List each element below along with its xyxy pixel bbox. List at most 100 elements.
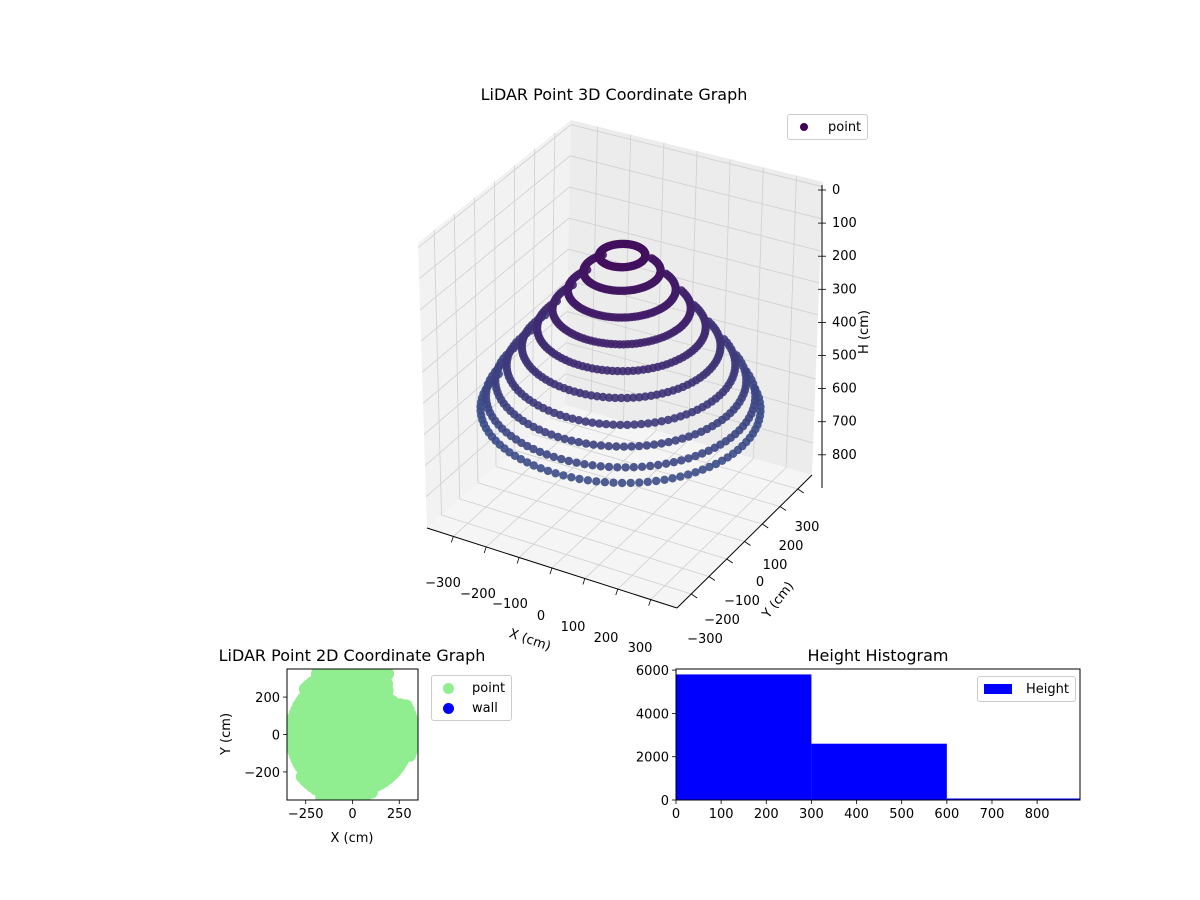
legend-entry-wall: wall — [438, 698, 505, 718]
data-point — [636, 338, 645, 348]
histogram-axes: 0 100 200 300 400 500 600 700 800 0 2000 4000 6000 H… — [636, 646, 1081, 822]
data-point — [595, 419, 604, 428]
x-tick-label: 300 — [799, 807, 824, 822]
data-point — [621, 463, 630, 472]
3d-x-axis-label: X (cm) — [507, 626, 553, 654]
data-point — [637, 419, 646, 429]
data-point — [630, 312, 639, 321]
histogram-bar — [946, 798, 1080, 800]
y-tick — [797, 488, 805, 494]
x-tick-label: −100 — [492, 597, 528, 612]
data-point — [588, 461, 597, 470]
x-tick — [483, 546, 487, 554]
data-point — [669, 458, 678, 467]
gridline — [417, 124, 572, 248]
data-point — [676, 472, 685, 481]
2d-x-axis-label: X (cm) — [331, 831, 374, 846]
data-point — [627, 285, 636, 295]
x-tick-label: −300 — [425, 576, 461, 591]
data-point — [589, 440, 598, 449]
data-point — [657, 439, 666, 448]
data-point — [670, 414, 679, 423]
legend-entry-point: point — [438, 678, 505, 698]
legend-marker-wall — [443, 702, 454, 714]
3d-z-axis-label: H (cm) — [857, 310, 872, 354]
z-tick-label: 400 — [832, 315, 857, 330]
legend-label: point — [828, 119, 862, 135]
gridline — [441, 514, 692, 595]
data-point — [598, 392, 608, 402]
data-point — [559, 471, 568, 480]
z-tick-label: 0 — [832, 183, 840, 198]
2d-points — [287, 669, 418, 800]
data-point — [602, 420, 611, 429]
y-tick — [779, 506, 787, 511]
y-tick-label: 200 — [255, 691, 280, 706]
data-point — [575, 474, 584, 484]
gridline — [419, 186, 570, 311]
gridline — [473, 197, 479, 483]
x-tick-label: −250 — [288, 807, 324, 822]
2d-axes: −250 0 250 −200 0 200 LiDAR Point 2D Coordina… — [219, 646, 486, 846]
y-tick-label: −200 — [704, 613, 740, 628]
data-point — [623, 262, 633, 271]
data-point — [581, 417, 590, 426]
x-tick-label: 250 — [387, 807, 412, 822]
y-tick-label: −300 — [687, 632, 723, 647]
data-point — [661, 459, 671, 468]
data-point — [711, 459, 721, 469]
x-tick — [549, 567, 553, 575]
data-point — [588, 418, 597, 427]
y-tick — [708, 576, 716, 581]
data-point — [630, 420, 639, 429]
data-point — [600, 478, 610, 487]
gridline — [421, 248, 569, 373]
gridline — [424, 342, 567, 467]
data-point — [650, 418, 660, 427]
data-point — [704, 446, 713, 455]
x-tick-label: 0 — [348, 807, 356, 822]
data-point — [650, 440, 659, 449]
2d-legend: point wall — [431, 675, 513, 721]
2d-chart-title: LiDAR Point 2D Coordinate Graph — [219, 646, 486, 665]
gridline — [531, 149, 536, 435]
x-tick — [450, 536, 454, 543]
data-point — [609, 420, 618, 429]
x-tick-label: 300 — [628, 641, 653, 656]
data-point — [664, 437, 673, 447]
data-point — [610, 393, 620, 403]
data-point — [581, 439, 591, 448]
data-point — [664, 415, 673, 425]
y-tick-label: 300 — [795, 520, 820, 535]
gridline — [532, 433, 781, 507]
2d-ticks: −250 0 250 −200 0 200 — [244, 691, 411, 822]
gridline — [514, 449, 763, 525]
y-tick-label: 0 — [272, 729, 280, 744]
gridline — [459, 498, 710, 577]
y-tick — [744, 541, 751, 546]
data-point — [677, 456, 686, 465]
data-point — [604, 462, 614, 472]
data-point — [567, 436, 576, 445]
y-tick — [690, 593, 698, 599]
data-point — [637, 462, 647, 471]
y-tick-label: 0 — [661, 794, 669, 809]
data-point — [596, 462, 605, 471]
x-tick-label: 0 — [672, 807, 680, 822]
gridline — [565, 373, 814, 444]
data-point — [540, 428, 550, 437]
data-point — [678, 434, 687, 443]
data-point — [609, 478, 618, 487]
data-point — [635, 478, 644, 487]
data-point — [660, 475, 669, 484]
data-point — [616, 420, 625, 430]
y-tick — [726, 558, 733, 564]
data-point — [619, 442, 629, 451]
data-point — [543, 466, 553, 476]
gridline — [453, 213, 461, 499]
y-tick-label: 200 — [779, 539, 804, 554]
data-point — [684, 454, 693, 463]
data-point — [574, 438, 583, 447]
gridline — [568, 248, 819, 316]
